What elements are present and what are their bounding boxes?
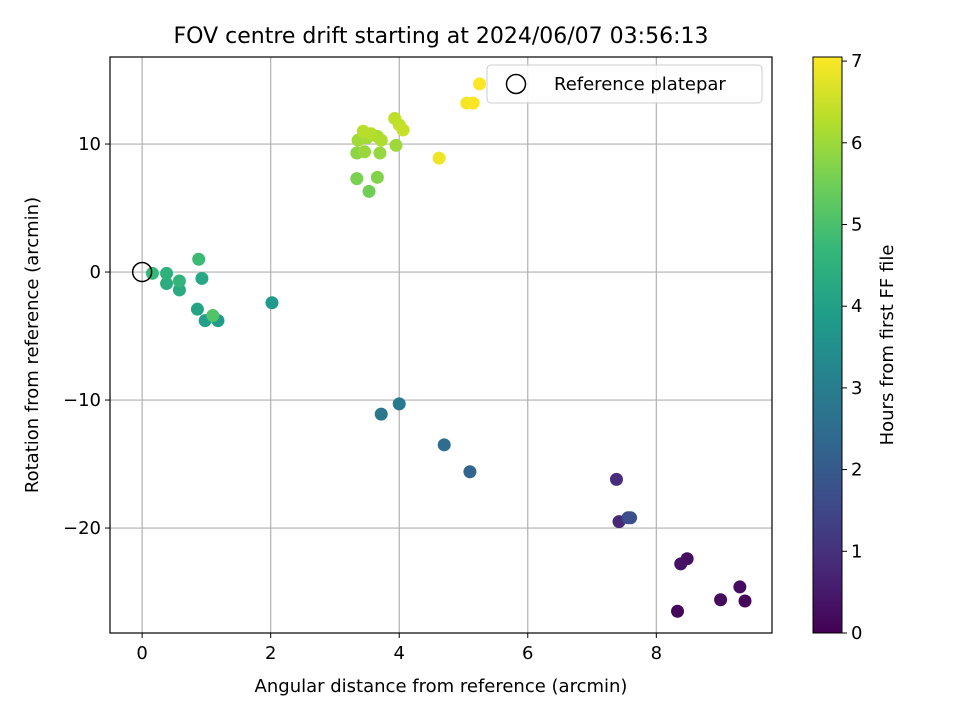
data-point (265, 296, 279, 310)
data-point (145, 266, 159, 280)
data-point (192, 252, 206, 266)
data-point (463, 465, 477, 479)
data-point (350, 172, 364, 186)
x-tick-label: 6 (522, 643, 533, 664)
data-point (374, 407, 388, 421)
chart-title: FOV centre drift starting at 2024/06/07 … (174, 24, 709, 49)
legend-box (486, 64, 763, 104)
data-point (160, 266, 174, 280)
data-point (437, 438, 451, 452)
y-tick-label: −10 (63, 390, 101, 411)
data-point (432, 151, 446, 165)
grid-lines (110, 57, 772, 633)
data-point (374, 133, 388, 147)
y-tick-label: −20 (63, 518, 101, 539)
colorbar-tick-label: 6 (851, 133, 862, 154)
x-tick-label: 2 (265, 643, 276, 664)
reference-marker (131, 261, 153, 283)
data-point (671, 604, 685, 618)
data-point (195, 271, 209, 285)
colorbar-tick-label: 0 (851, 623, 862, 644)
data-point (172, 283, 186, 297)
x-tick-label: 0 (136, 643, 147, 664)
data-point (473, 77, 487, 91)
data-point (733, 580, 747, 594)
legend-label: Reference platepar (554, 74, 726, 95)
colorbar-tick-label: 4 (851, 296, 862, 317)
y-tick-label: 10 (78, 134, 101, 155)
data-point (206, 309, 220, 323)
data-point (358, 145, 372, 159)
colorbar-tick-label: 7 (851, 51, 862, 72)
data-point (373, 146, 387, 160)
y-tick-label: 0 (90, 262, 101, 283)
data-point (714, 593, 728, 607)
axes: 0 2 4 6 8 −20 −10 0 10 (63, 134, 662, 664)
data-point (160, 277, 174, 291)
data-point (172, 274, 186, 288)
x-tick-label: 4 (393, 643, 404, 664)
data-point (396, 123, 410, 137)
data-point (674, 557, 688, 571)
x-tick-label: 8 (651, 643, 662, 664)
data-point (190, 302, 204, 316)
data-point (738, 594, 752, 608)
colorbar-label: Hours from first FF file (877, 245, 898, 446)
data-point (389, 138, 403, 152)
data-point (370, 170, 384, 184)
data-point (392, 397, 406, 411)
plot-area-frame (109, 56, 773, 634)
data-points (131, 77, 752, 618)
colorbar-tick-label: 5 (851, 214, 862, 235)
colorbar-gradient (812, 56, 843, 634)
colorbar-tick-label: 1 (851, 541, 862, 562)
colorbar: 0 1 2 3 4 5 6 7 Hours from first FF file (812, 51, 898, 644)
colorbar-tick-label: 3 (851, 378, 862, 399)
data-point (362, 184, 376, 198)
legend-marker-icon (505, 73, 527, 95)
y-axis-label: Rotation from reference (arcmin) (22, 197, 43, 493)
data-point (624, 511, 638, 525)
legend: Reference platepar (486, 64, 763, 104)
colorbar-tick-label: 2 (851, 460, 862, 481)
x-axis-label: Angular distance from reference (arcmin) (255, 676, 628, 697)
data-point (356, 124, 370, 138)
colorbar-ticks: 0 1 2 3 4 5 6 7 (842, 51, 862, 644)
data-point (466, 96, 480, 110)
data-point (609, 472, 623, 486)
